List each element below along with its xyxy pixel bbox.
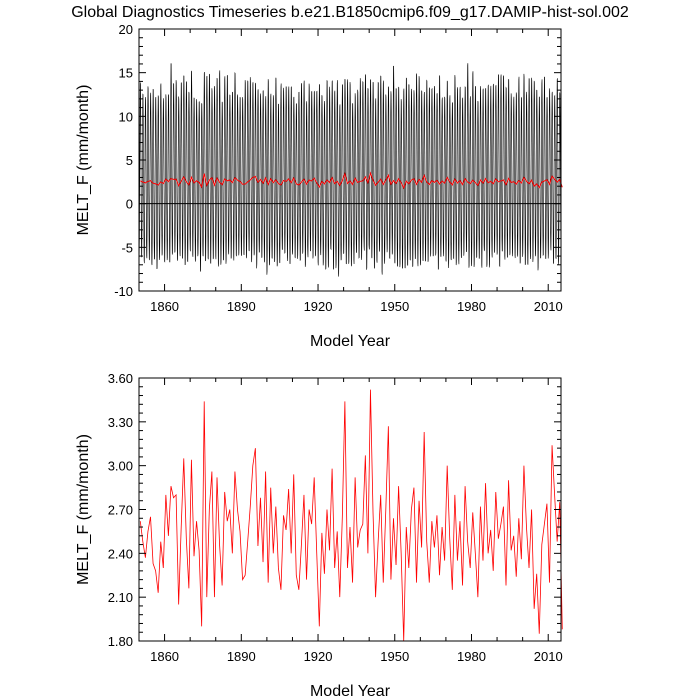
x-tick-label: 1980 [457,299,486,314]
x-tick-label: 2010 [534,299,563,314]
top-x-axis-label: Model Year [310,333,391,350]
figure-title: Global Diagnostics Timeseries b.e21.B185… [71,4,629,21]
y-tick-label: 3.30 [108,415,133,430]
x-tick-label: 2010 [534,649,563,664]
bottom-axis-ticks: 1860 1890 1920 1950 1980 2010 1.80 2.10 2.40 2.70… [108,371,563,664]
top-plot-area [138,63,563,277]
x-tick-label: 1950 [380,299,409,314]
x-tick-label: 1890 [227,649,256,664]
x-tick-label: 1920 [304,299,333,314]
top-axis-ticks: 1860 1890 1920 1950 1980 2010 -10 -5 0 5 10 15 20 [114,22,562,314]
y-tick-label: 15 [119,66,133,81]
bottom-x-axis-label: Model Year [310,683,391,700]
top-plot-frame [138,28,562,292]
y-tick-label: 2.40 [108,546,133,561]
y-tick-label: 0 [126,197,133,212]
y-tick-label: 2.70 [108,503,133,518]
x-tick-label: 1950 [380,649,409,664]
x-tick-label: 1860 [150,299,179,314]
x-tick-label: 1980 [457,649,486,664]
y-tick-label: -5 [121,240,133,255]
x-tick-label: 1920 [304,649,333,664]
top-y-axis-label: MELT_F (mm/month) [75,85,92,236]
bottom-y-axis-label: MELT_F (mm/month) [75,434,92,585]
bottom-plot-area [139,389,563,642]
top-panel: 1860 1890 1920 1950 1980 2010 -10 -5 0 5 10 15 20 Mo… [75,22,563,350]
annual-mean-overlay-line [140,171,563,190]
y-tick-label: 1.80 [108,634,133,649]
bottom-plot-frame [138,377,562,642]
y-tick-label: 10 [119,109,133,124]
x-tick-label: 1890 [227,299,256,314]
y-tick-label: -10 [114,284,133,299]
x-tick-label: 1860 [150,649,179,664]
y-tick-label: 5 [126,153,133,168]
annual-mean-series-line [139,389,563,642]
bottom-panel: 1860 1890 1920 1950 1980 2010 1.80 2.10 2.40 2.70… [75,371,563,700]
y-tick-label: 3.60 [108,371,133,386]
monthly-series-line [138,63,562,277]
y-tick-label: 2.10 [108,590,133,605]
y-tick-label: 3.00 [108,459,133,474]
y-tick-label: 20 [119,22,133,37]
